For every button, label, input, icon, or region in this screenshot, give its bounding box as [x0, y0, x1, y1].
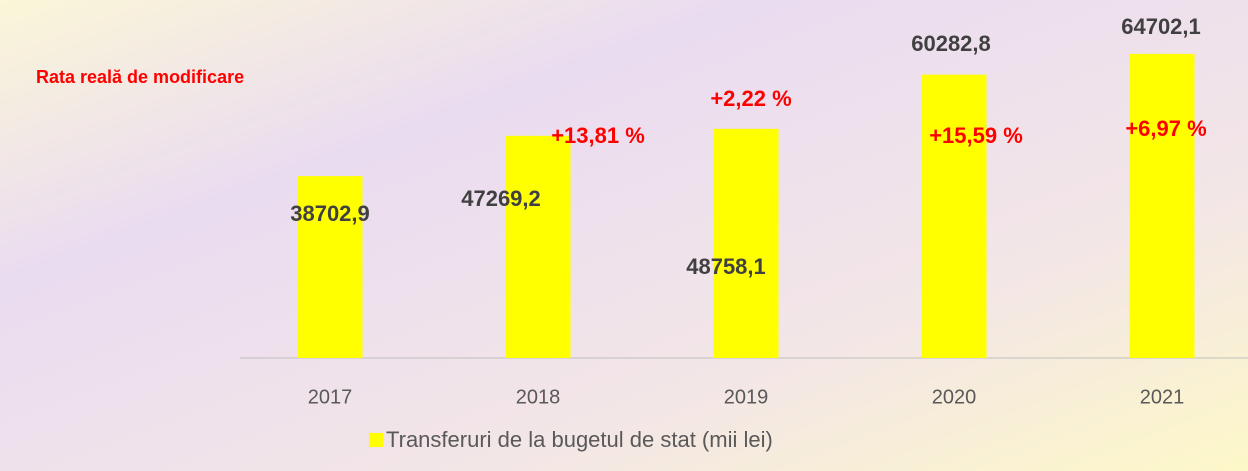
- bar: [921, 74, 987, 358]
- rate-label: +13,81 %: [551, 123, 645, 148]
- rate-label: +15,59 %: [929, 123, 1023, 148]
- legend-label: Transferuri de la bugetul de stat (mii l…: [386, 427, 773, 452]
- legend-swatch: [369, 433, 383, 447]
- annotation: Rata reală de modificare: [36, 67, 244, 87]
- x-tick-label: 2019: [724, 386, 769, 408]
- rate-label: +2,22 %: [710, 86, 791, 111]
- bar: [297, 176, 363, 358]
- x-tick-label: 2018: [516, 386, 561, 408]
- x-tick-label: 2017: [308, 386, 353, 408]
- bar: [505, 135, 571, 358]
- value-label: 47269,2: [461, 186, 541, 211]
- value-label: 60282,8: [911, 31, 991, 56]
- value-label: 64702,1: [1121, 14, 1201, 39]
- bar: [713, 128, 779, 358]
- value-label: 38702,9: [290, 201, 370, 226]
- bar: [1129, 53, 1195, 358]
- rate-label: +6,97 %: [1125, 116, 1206, 141]
- value-label: 48758,1: [686, 254, 766, 279]
- x-tick-label: 2021: [1140, 386, 1185, 408]
- x-tick-label: 2020: [932, 386, 977, 408]
